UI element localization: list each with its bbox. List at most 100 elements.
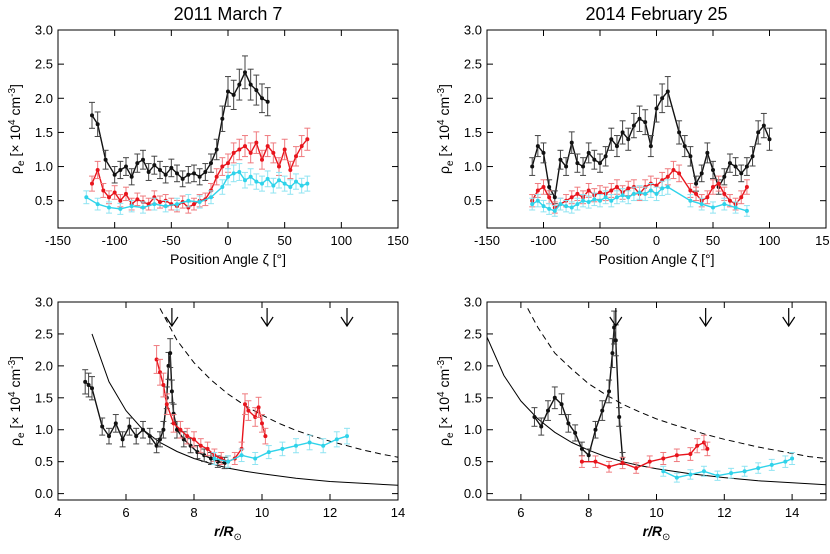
cyan-data-point [243,178,247,183]
x-tick-label: 12 [323,505,337,520]
black-data-point [552,395,557,400]
cyan-data-point [598,198,602,203]
x-tick-label: 8 [585,505,592,520]
y-tick-label: 1.0 [35,159,53,174]
black-data-point [603,154,608,159]
y-axis-label: ρe [× 104 cm-3] [436,356,456,446]
cyan-data-point [231,171,236,176]
cyan-data-point [756,466,761,471]
cyan-data-point [586,200,591,205]
red-data-point [705,446,710,451]
red-data-point [214,174,219,179]
cyan-data-point [699,202,704,207]
red-data-point [178,427,183,432]
red-data-point [226,161,230,166]
red-data-point [256,405,261,410]
y-tick-label: 0.0 [464,486,482,501]
black-data-point [260,96,264,101]
red-data-point [647,459,652,464]
black-data-point [195,450,200,455]
cyan-data-point [674,475,679,480]
arrow-head [340,316,354,328]
black-data-point [593,427,598,432]
cyan-data-point [226,174,230,179]
black-data-point [586,150,591,155]
cyan-data-point [294,179,298,184]
black-data-point [95,122,100,127]
y-tick-label: 2.5 [464,326,482,341]
cyan-data-point [783,459,788,464]
x-tick-label: 10 [255,505,269,520]
red-data-point [620,460,625,465]
black-data-point [682,144,687,149]
black-data-point [175,171,179,176]
plot-area [487,308,826,486]
black-data-point [112,172,117,177]
red-data-point [575,191,580,196]
dashed-model-curve [527,308,826,459]
y-axis-label: ρe [× 104 cm-3] [7,84,27,174]
black-data-point [722,174,727,179]
y-tick-label: 3.0 [464,295,482,310]
red-data-point [246,408,251,413]
cyan-series-line [85,171,308,210]
plot-frame [57,301,399,501]
cyan-data-point [280,446,285,451]
cyan-data-point [631,191,636,196]
black-series-line [91,70,269,180]
red-data-point [205,446,210,451]
y-tick-label: 0.0 [35,486,53,501]
y-tick-label: 2.5 [464,57,482,72]
cyan-data-point [715,473,720,478]
red-data-point [237,147,242,152]
cyan-data-point [603,195,608,200]
black-data-point [699,171,704,176]
black-data-point [552,195,557,200]
cyan-data-point [733,205,738,210]
x-tick-label: -150 [45,233,71,248]
x-tick-label: 0 [224,233,231,248]
black-data-point [607,389,612,394]
cyan-data-point [614,195,619,200]
x-tick-label: -50 [591,233,610,248]
black-data-point [141,427,145,432]
red-data-point [118,198,123,203]
red-data-point [101,188,106,193]
cyan-series [529,179,750,217]
black-data-point [617,414,622,419]
y-tick-label: 3.0 [35,23,53,38]
black-data-point [265,99,270,104]
red-data-point [614,185,619,190]
red-data-point [171,421,176,426]
red-data-point [661,456,666,461]
black-data-point [186,172,191,177]
cyan-data-point [118,206,123,211]
red-data-point [243,402,247,407]
red-data-point [674,453,679,458]
black-data-point [124,164,128,169]
cyan-data-point [661,469,666,474]
red-data-point [95,167,100,172]
black-data-point [152,163,157,168]
x-tick-label: 0 [653,233,660,248]
cyan-data-point [701,469,706,474]
red-data-point [609,188,614,193]
cyan-data-point [769,462,774,467]
cyan-data-point [665,185,670,190]
red-data-point [579,459,584,464]
black-data-point [705,150,710,155]
x-tick-label: 50 [277,233,291,248]
cyan-data-point [141,205,145,210]
cyan-data-point [688,472,693,477]
red-data-point [541,185,546,190]
red-data-point [598,190,602,195]
red-data-point [288,167,293,172]
cyan-data-point [294,443,298,448]
y-axis-label: ρe [× 104 cm-3] [7,356,27,446]
cyan-data-point [253,456,258,461]
red-data-point [265,144,270,149]
cyan-data-point [271,183,276,188]
black-data-point [243,70,247,75]
cyan-data-point [541,204,546,209]
cyan-data-point [175,202,179,207]
